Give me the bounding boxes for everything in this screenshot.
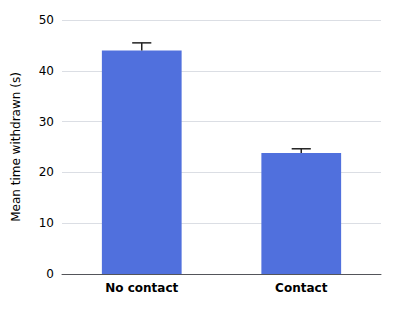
svg-text:40: 40 [39, 64, 54, 78]
svg-text:0: 0 [46, 267, 54, 281]
svg-text:10: 10 [39, 216, 54, 230]
svg-text:20: 20 [39, 165, 54, 179]
svg-text:No contact: No contact [105, 281, 178, 295]
svg-text:30: 30 [39, 115, 54, 129]
svg-text:Mean time withdrawn (s): Mean time withdrawn (s) [9, 72, 23, 222]
svg-text:50: 50 [39, 13, 54, 27]
svg-text:Contact: Contact [275, 281, 328, 295]
